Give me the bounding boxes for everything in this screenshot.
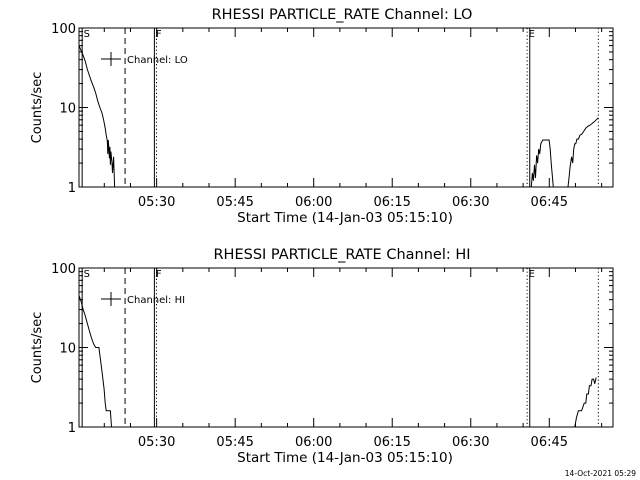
series-line-segment (530, 139, 554, 188)
event-marker-label: S (84, 29, 90, 40)
y-tick-label: 10 (59, 342, 76, 357)
chart-panels: RHESSI PARTICLE_RATE Channel: LO 05:30 05:… (30, 7, 614, 466)
event-marker-label: E (529, 269, 535, 280)
x-tick-label: 05:30 (138, 195, 175, 210)
x-tick-label: 06:00 (295, 195, 332, 210)
event-marker-label: S (84, 269, 90, 280)
x-tick-label: 06:30 (452, 195, 489, 210)
series-line-segment (78, 295, 112, 428)
y-tick-label: 1 (68, 421, 76, 436)
event-marker-label: E (529, 29, 535, 40)
y-tick-label: 100 (51, 262, 76, 277)
footer-timestamp: 14-Oct-2021 05:29 (565, 469, 636, 478)
y-axis-label: Counts/sec (30, 312, 45, 384)
y-tick-label: 10 (59, 102, 76, 117)
chart-panel-1: RHESSI PARTICLE_RATE Channel: LO 05:30 05:… (30, 7, 614, 226)
x-tick-label: 06:00 (295, 435, 332, 450)
x-tick-label: 06:15 (373, 435, 410, 450)
x-tick-label: 05:45 (216, 195, 253, 210)
series-line-segment (567, 117, 599, 188)
event-marker-label: F (156, 269, 162, 280)
chart-title: RHESSI PARTICLE_RATE Channel: LO (212, 7, 473, 23)
y-tick-label: 100 (51, 22, 76, 37)
series-line-segment (574, 377, 597, 428)
x-axis-label: Start Time (14-Jan-03 05:15:10) (237, 450, 453, 466)
series-line-segment (78, 45, 116, 188)
y-axis-label: Counts/sec (30, 72, 45, 144)
chart-title: RHESSI PARTICLE_RATE Channel: HI (213, 247, 470, 263)
x-tick-label: 05:45 (216, 435, 253, 450)
x-tick-label: 06:15 (373, 195, 410, 210)
x-tick-label: 05:30 (138, 435, 175, 450)
x-axis-label: Start Time (14-Jan-03 05:15:10) (237, 210, 453, 226)
event-marker-label: F (156, 29, 162, 40)
x-tick-label: 06:30 (452, 435, 489, 450)
y-tick-label: 1 (68, 181, 76, 196)
legend-label: Channel: LO (127, 55, 188, 66)
chart-panel-2: RHESSI PARTICLE_RATE Channel: HI 05:30 05:… (30, 247, 614, 466)
x-tick-label: 06:45 (531, 195, 568, 210)
x-tick-label: 06:45 (531, 435, 568, 450)
legend-label: Channel: HI (127, 295, 185, 306)
